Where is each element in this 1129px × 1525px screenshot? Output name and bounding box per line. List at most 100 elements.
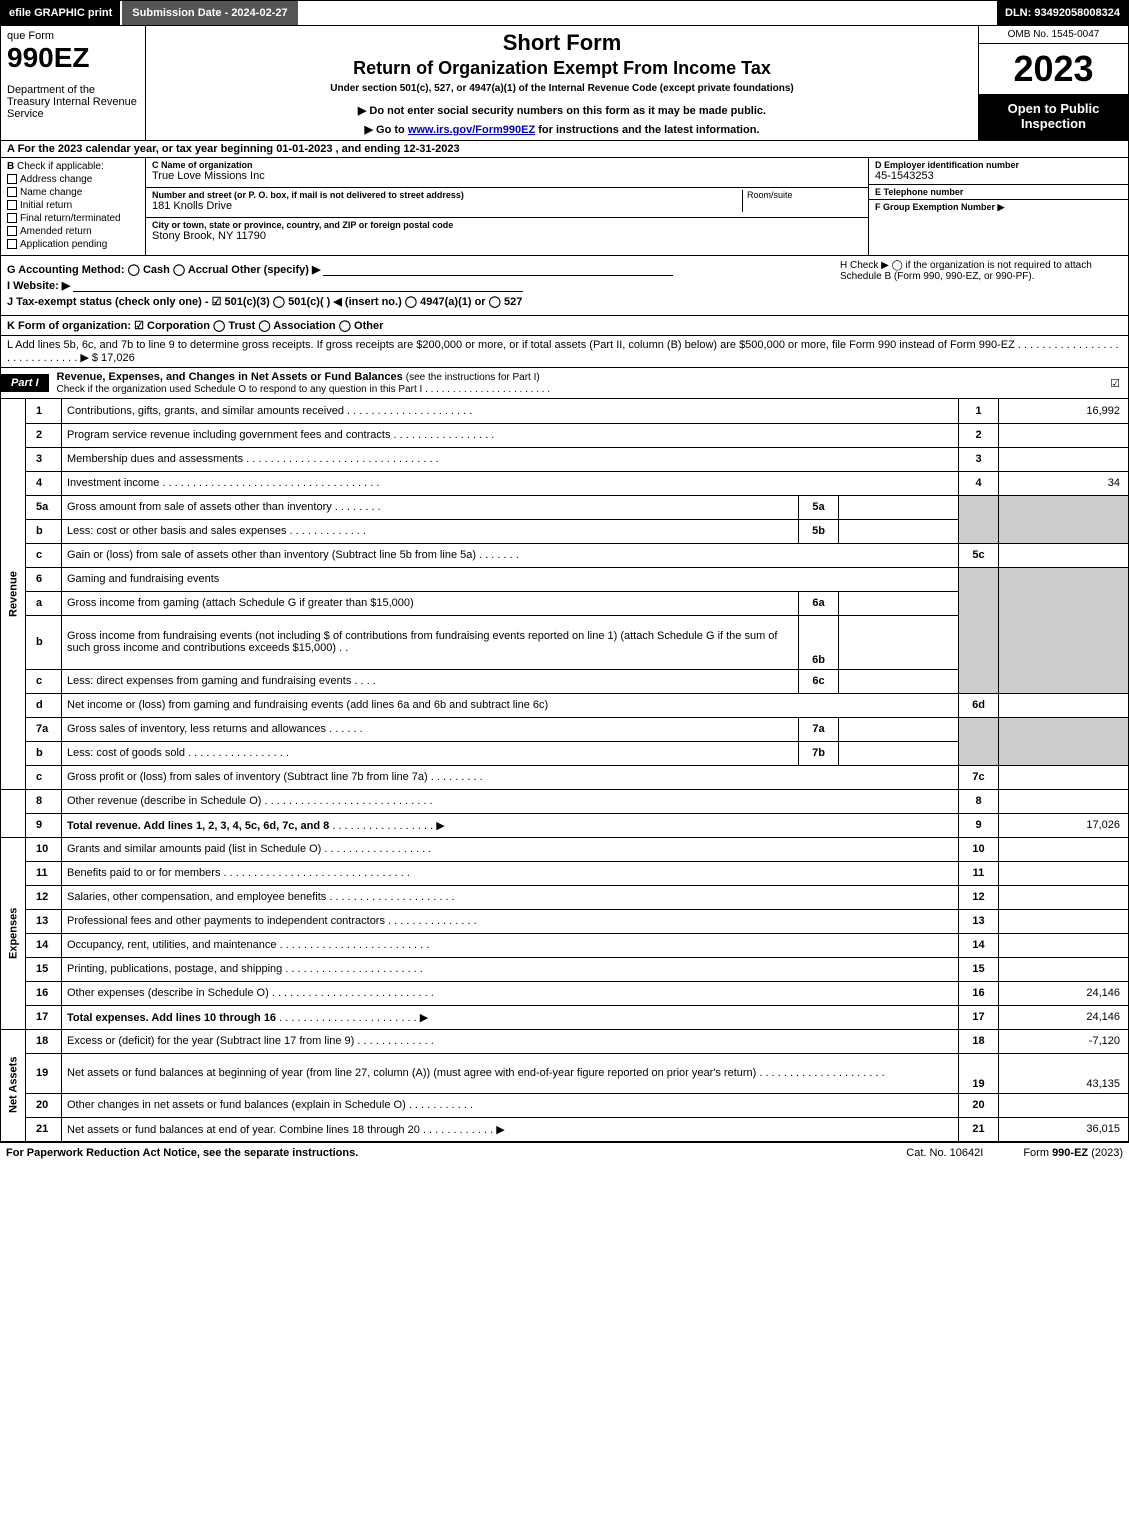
line-5b-no: b <box>26 519 62 543</box>
part-1-schedule-o-check[interactable]: ☑ <box>1110 377 1128 390</box>
line-2-no: 2 <box>26 423 62 447</box>
line-5a-subno: 5a <box>799 495 839 519</box>
chk-address-change[interactable] <box>7 174 17 184</box>
footer-right-pre: Form <box>1023 1147 1052 1159</box>
section-l: L Add lines 5b, 6c, and 7b to line 9 to … <box>0 336 1129 368</box>
j-text: J Tax-exempt status (check only one) - ☑… <box>7 296 522 308</box>
line-4-colno: 4 <box>959 471 999 495</box>
identity-block: B Check if applicable: Address change Na… <box>0 158 1129 256</box>
line-15-desc: Printing, publications, postage, and shi… <box>62 957 959 981</box>
line-9-value: 17,026 <box>999 813 1129 837</box>
line-15-no: 15 <box>26 957 62 981</box>
section-a: A For the 2023 calendar year, or tax yea… <box>0 141 1129 158</box>
line-10-desc: Grants and similar amounts paid (list in… <box>62 837 959 861</box>
line-6c-subno: 6c <box>799 669 839 693</box>
chk-initial-return[interactable] <box>7 200 17 210</box>
tax-year: 2023 <box>979 44 1128 95</box>
line-6-no: 6 <box>26 567 62 591</box>
line-12-no: 12 <box>26 885 62 909</box>
d-label: D Employer identification number <box>875 160 1122 170</box>
line-6a-subno: 6a <box>799 591 839 615</box>
line-1-desc: Contributions, gifts, grants, and simila… <box>62 399 959 423</box>
line-5a-desc: Gross amount from sale of assets other t… <box>62 495 799 519</box>
form-subtitle: Under section 501(c), 527, or 4947(a)(1)… <box>152 83 972 94</box>
header-right: OMB No. 1545-0047 2023 Open to Public In… <box>978 26 1128 140</box>
chk-initial-return-label: Initial return <box>20 200 72 211</box>
line-3-desc: Membership dues and assessments . . . . … <box>62 447 959 471</box>
line-2-colno: 2 <box>959 423 999 447</box>
line-7ab-grey-val <box>999 717 1129 765</box>
line-20-value <box>999 1093 1129 1117</box>
line-14-value <box>999 933 1129 957</box>
omb-number: OMB No. 1545-0047 <box>979 26 1128 44</box>
line-13-no: 13 <box>26 909 62 933</box>
chk-final-return-label: Final return/terminated <box>20 213 121 224</box>
line-13-colno: 13 <box>959 909 999 933</box>
link-pre: ▶ Go to <box>365 124 408 136</box>
line-2-value <box>999 423 1129 447</box>
line-7b-no: b <box>26 741 62 765</box>
submission-date: Submission Date - 2024-02-27 <box>122 1 297 25</box>
line-7c-no: c <box>26 765 62 789</box>
chk-amended-return[interactable] <box>7 226 17 236</box>
line-6b-subval <box>839 615 959 669</box>
irs-link[interactable]: www.irs.gov/Form990EZ <box>408 124 535 136</box>
line-19-desc: Net assets or fund balances at beginning… <box>62 1053 959 1093</box>
chk-name-change-label: Name change <box>20 187 82 198</box>
line-7b-desc: Less: cost of goods sold . . . . . . . .… <box>62 741 799 765</box>
revenue-vlabel-spacer <box>1 789 26 837</box>
line-1-value: 16,992 <box>999 399 1129 423</box>
chk-final-return[interactable] <box>7 213 17 223</box>
line-5ab-grey-val <box>999 495 1129 543</box>
line-21-desc: Net assets or fund balances at end of ye… <box>62 1117 959 1141</box>
b-label: B <box>7 161 14 172</box>
line-7a-subno: 7a <box>799 717 839 741</box>
line-5b-subval <box>839 519 959 543</box>
chk-application-pending[interactable] <box>7 239 17 249</box>
line-12-colno: 12 <box>959 885 999 909</box>
top-bar: efile GRAPHIC print Submission Date - 20… <box>0 0 1129 26</box>
line-3-colno: 3 <box>959 447 999 471</box>
line-5ab-grey <box>959 495 999 543</box>
k-text: K Form of organization: ☑ Corporation ◯ … <box>7 320 383 332</box>
website-input[interactable] <box>73 280 523 292</box>
org-city: Stony Brook, NY 11790 <box>152 230 862 242</box>
line-6b-subno: 6b <box>799 615 839 669</box>
line-3-value <box>999 447 1129 471</box>
dept-label: Department of the Treasury Internal Reve… <box>7 84 139 120</box>
line-6b-no: b <box>26 615 62 669</box>
open-inspection-label: Open to Public Inspection <box>979 95 1128 140</box>
line-19-no: 19 <box>26 1053 62 1093</box>
netassets-vlabel: Net Assets <box>1 1029 26 1141</box>
org-name: True Love Missions Inc <box>152 170 862 182</box>
line-8-desc: Other revenue (describe in Schedule O) .… <box>62 789 959 813</box>
g-other-input[interactable] <box>323 264 673 276</box>
form-word: Form <box>28 30 54 42</box>
line-18-desc: Excess or (deficit) for the year (Subtra… <box>62 1029 959 1053</box>
chk-address-change-label: Address change <box>20 174 92 185</box>
efile-label: efile GRAPHIC print <box>1 1 120 25</box>
footer-right-post: (2023) <box>1088 1147 1123 1159</box>
line-15-colno: 15 <box>959 957 999 981</box>
line-6-grey-val <box>999 567 1129 693</box>
line-16-colno: 16 <box>959 981 999 1005</box>
page-footer: For Paperwork Reduction Act Notice, see … <box>0 1142 1129 1163</box>
line-6a-desc: Gross income from gaming (attach Schedul… <box>62 591 799 615</box>
org-address: 181 Knolls Drive <box>152 200 742 212</box>
line-5c-desc: Gain or (loss) from sale of assets other… <box>62 543 959 567</box>
short-form-title: Short Form <box>152 30 972 56</box>
chk-name-change[interactable] <box>7 187 17 197</box>
line-6d-desc: Net income or (loss) from gaming and fun… <box>62 693 959 717</box>
line-11-colno: 11 <box>959 861 999 885</box>
line-17-desc: Total expenses. Add lines 10 through 16 … <box>62 1005 959 1029</box>
c-addr-label: Number and street (or P. O. box, if mail… <box>152 190 742 200</box>
section-j: J Tax-exempt status (check only one) - ☑… <box>7 295 1122 308</box>
form-title: Return of Organization Exempt From Incom… <box>152 58 972 79</box>
line-9-desc: Total revenue. Add lines 1, 2, 3, 4, 5c,… <box>62 813 959 837</box>
line-20-desc: Other changes in net assets or fund bala… <box>62 1093 959 1117</box>
ghij-block: H Check ▶ ◯ if the organization is not r… <box>0 256 1129 316</box>
chk-application-pending-label: Application pending <box>20 239 107 250</box>
line-7b-subno: 7b <box>799 741 839 765</box>
line-7a-no: 7a <box>26 717 62 741</box>
line-6a-no: a <box>26 591 62 615</box>
